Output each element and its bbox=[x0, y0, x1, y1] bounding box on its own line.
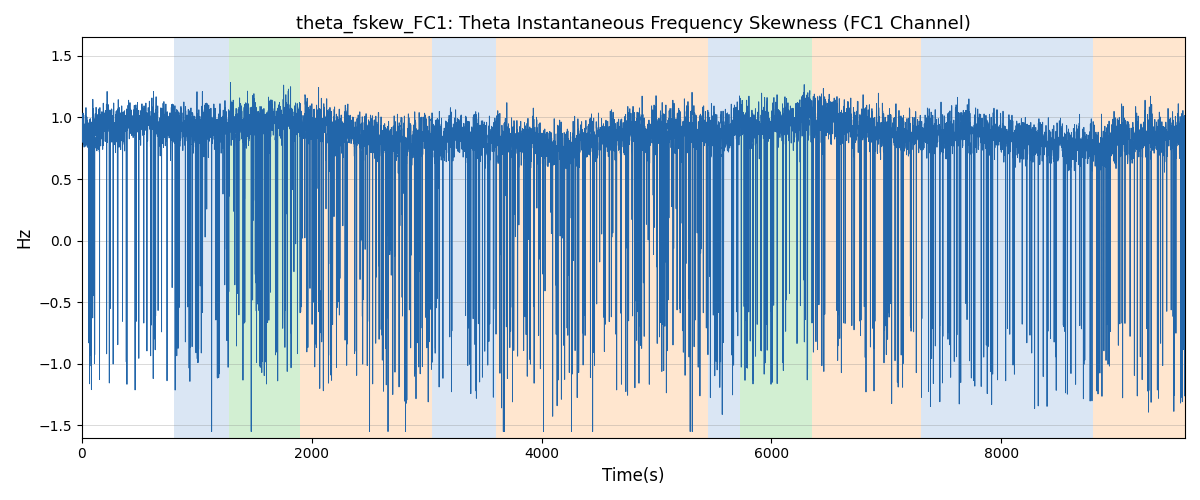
Bar bbox=[432, 38, 496, 438]
Bar bbox=[174, 38, 229, 438]
Bar bbox=[811, 38, 920, 438]
Bar bbox=[740, 38, 811, 438]
Y-axis label: Hz: Hz bbox=[14, 227, 32, 248]
Bar bbox=[229, 38, 300, 438]
Bar bbox=[708, 38, 740, 438]
Bar bbox=[920, 38, 1093, 438]
Title: theta_fskew_FC1: Theta Instantaneous Frequency Skewness (FC1 Channel): theta_fskew_FC1: Theta Instantaneous Fre… bbox=[296, 15, 971, 34]
Bar bbox=[1093, 38, 1186, 438]
X-axis label: Time(s): Time(s) bbox=[602, 467, 665, 485]
Bar bbox=[300, 38, 432, 438]
Bar bbox=[496, 38, 708, 438]
